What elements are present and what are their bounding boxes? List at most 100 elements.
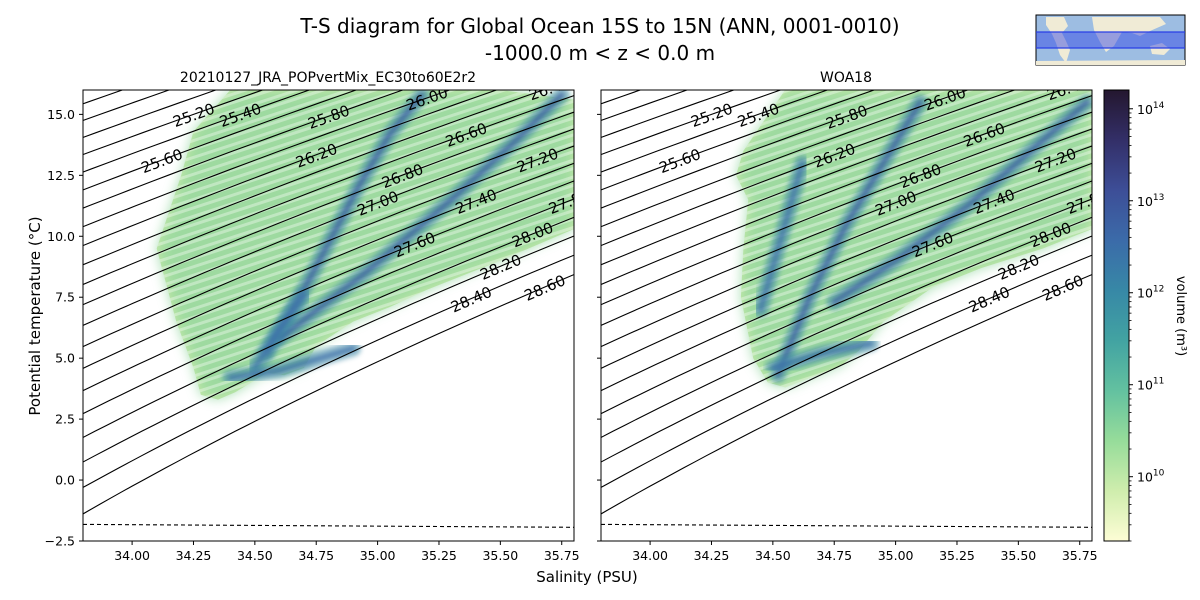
x-tick-label: 35.25: [421, 548, 457, 563]
isopycnal-line: [83, 235, 574, 463]
cloud-ridge: [831, 99, 1090, 305]
isopycnal-line: [83, 94, 574, 286]
colorbar-tick-label: 1011: [1137, 377, 1164, 393]
y-axis-label: Potential temperature (°C): [26, 216, 44, 415]
x-tick-label: 35.25: [939, 548, 975, 563]
isopycnal-line: [601, 254, 1092, 489]
panel-model: 20210127_JRA_POPvertMix_EC30to60E2r2 25.…: [45, 70, 580, 563]
isopycnal-line: [83, 254, 574, 489]
colorbar-tick-label: 1013: [1137, 193, 1164, 209]
isopycnal-line: [601, 216, 1092, 439]
isopycnal-line: [601, 90, 1063, 266]
y-tick-label: 12.5: [47, 168, 75, 183]
figure-title-line2: -1000.0 m < z < 0.0 m: [485, 41, 715, 65]
plot-frame-woa18: [600, 89, 1093, 542]
x-axis-model: 34.00 34.25 34.50 34.75 35.00 35.25 35.50 35.75: [114, 541, 580, 563]
panel-title-woa18: WOA18: [820, 70, 872, 86]
isopycnal-line: [601, 111, 1092, 306]
inset-land-americas: [1046, 17, 1070, 63]
isopycnal-label-group: 28.40: [966, 283, 1013, 317]
x-axis-woa18: 34.00 34.25 34.50 34.75 35.00 35.25 35.50 35.75: [632, 541, 1098, 563]
inset-land-antarctica: [1036, 60, 1185, 65]
x-tick-label: 34.50: [755, 548, 791, 563]
colorbar-ticks: 1010 1011 1012 1013 1014: [1129, 101, 1165, 542]
isopycnal-line: [83, 216, 574, 439]
x-tick-label: 34.75: [298, 548, 334, 563]
isopycnal-line: [601, 235, 1092, 463]
isopycnal-label: 28.60: [1040, 271, 1087, 304]
x-tick-label: 35.75: [1062, 548, 1098, 563]
y-tick-label: 2.5: [55, 412, 75, 427]
x-tick-label: 35.00: [878, 548, 914, 563]
isopycnal-line: [601, 180, 1092, 392]
panel-woa18: WOA18 25.20 25.4025.6025.8026.0026.2026.4…: [597, 70, 1098, 563]
inset-region-band: [1036, 32, 1185, 48]
isopycnal-line: [83, 90, 405, 209]
isopycnal-label: 25.20: [689, 100, 736, 131]
isopycnal-label: 28.60: [522, 271, 569, 304]
x-tick-label: 35.75: [544, 548, 580, 563]
y-tick-label: 5.0: [55, 351, 75, 366]
inset-land-australia: [1150, 43, 1170, 55]
isopycnal-line: [83, 90, 452, 228]
isopycnal-line: [601, 90, 970, 228]
volume-cloud-woa18: [736, 90, 1092, 388]
y-axis-woa18: [597, 113, 601, 542]
isopycnal-line: [83, 111, 574, 306]
isopycnal-label-group: 28.60: [522, 271, 569, 304]
isopycnal-line: [601, 94, 1092, 286]
isopycnal-label: 25.60: [657, 145, 704, 177]
panel-title-model: 20210127_JRA_POPvertMix_EC30to60E2r2: [180, 70, 476, 86]
isopycnal-label-group: 28.40: [448, 283, 495, 317]
figure-title-line1: T-S diagram for Global Ocean 15S to 15N …: [299, 14, 899, 38]
x-tick-label: 34.25: [694, 548, 730, 563]
x-tick-label: 34.75: [816, 548, 852, 563]
plot-frame-model: [82, 89, 575, 542]
freezing-line-model: [83, 523, 574, 528]
isopycnal-line: [601, 90, 1017, 247]
isopycnal-line: [601, 90, 829, 173]
inset-region-map: [1035, 14, 1186, 66]
isopycnal-label-group: 25.60: [657, 145, 704, 177]
isopycnal-label-group: 28.60: [1040, 271, 1087, 304]
y-tick-label: 0.0: [55, 473, 75, 488]
x-tick-label: 34.25: [176, 548, 212, 563]
colorbar-tick-label: 1010: [1137, 469, 1165, 485]
isopycnal-line: [83, 180, 574, 392]
isopycnal-line: [83, 145, 574, 348]
isopycnal-line: [83, 90, 499, 247]
cloud-ridge: [276, 92, 565, 342]
colorbar: 1010 1011 1012 1013 1014 volume (m³): [1103, 89, 1188, 542]
isopycnal-line: [83, 273, 574, 515]
x-tick-label: 34.00: [114, 548, 150, 563]
isopycnal-line: [83, 90, 545, 266]
x-tick-label: 34.00: [632, 548, 668, 563]
isopycnal-line: [83, 162, 574, 369]
cloud-ridge: [775, 99, 923, 378]
isopycnal-line: [83, 90, 124, 105]
cloud-ridge: [252, 292, 307, 371]
colorbar-tick-label: 1012: [1137, 285, 1164, 301]
y-tick-label: 7.5: [55, 290, 75, 305]
cloud-ridge: [770, 341, 874, 371]
isopycnal-line: [601, 128, 1092, 326]
isopycnal-line: [601, 90, 876, 191]
y-tick-label: 10.0: [47, 229, 75, 244]
isopycnal-line: [601, 90, 923, 209]
colorbar-tick-label: 1014: [1137, 101, 1165, 117]
x-tick-label: 34.50: [237, 548, 273, 563]
cloud-ridge: [227, 345, 356, 381]
isopycnal-line: [83, 198, 574, 415]
y-axis-model: −2.5 0.0 2.5 5.0 7.5 10.0 12.5 15.0: [45, 107, 83, 549]
inset-land-africa-eurasia: [1092, 17, 1166, 52]
isopycnal-line: [83, 90, 311, 173]
y-tick-label: 15.0: [47, 107, 75, 122]
isopycnal-line: [83, 90, 358, 191]
x-axis-label: Salinity (PSU): [536, 568, 638, 586]
x-tick-label: 35.00: [360, 548, 396, 563]
isopycnal-line: [83, 128, 574, 326]
x-tick-label: 35.50: [482, 548, 518, 563]
x-tick-label: 35.50: [1000, 548, 1036, 563]
isopycnal-label: 25.60: [139, 145, 186, 177]
